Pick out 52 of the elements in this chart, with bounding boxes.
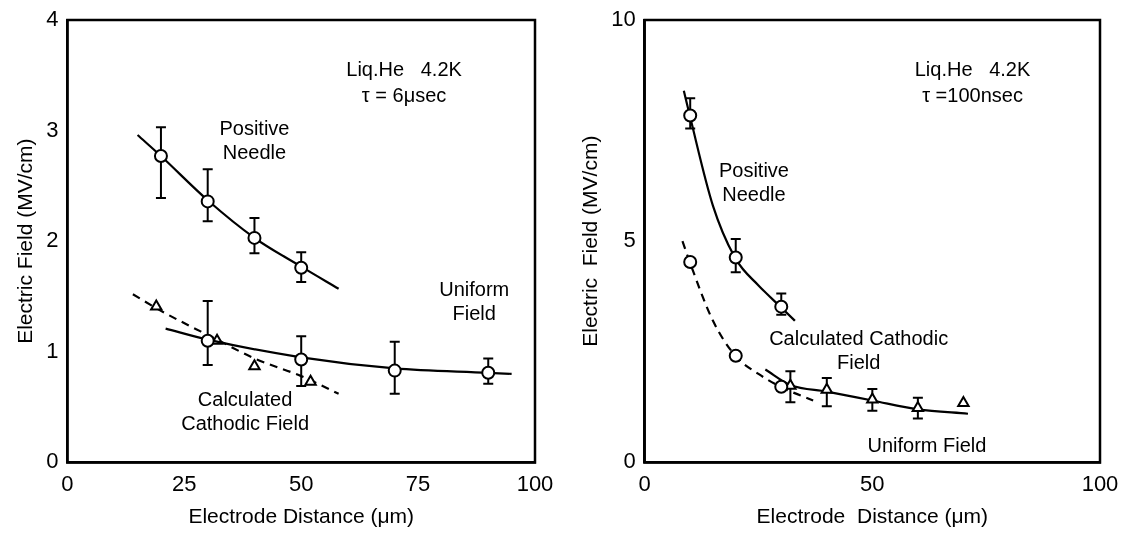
y-tick-label: 0: [46, 448, 59, 474]
point: [774, 299, 789, 314]
point: [481, 365, 496, 380]
y-tick-label: 4: [46, 6, 59, 32]
point: [728, 250, 743, 265]
point: [957, 396, 970, 408]
text: Positive Needle: [718, 159, 789, 206]
annotation: Liq.He 4.2K: [914, 57, 1031, 80]
point: [683, 254, 698, 269]
point: [153, 149, 168, 164]
point: [820, 382, 833, 394]
annotation: Liq.He 4.2K: [346, 57, 463, 80]
x-tick-label: 25: [172, 470, 197, 496]
annotation: τ =100nsec: [922, 83, 1023, 106]
point: [294, 260, 309, 275]
annotation: τ = 6μsec: [361, 83, 447, 106]
line-series: [136, 133, 340, 290]
y-tick-label: 5: [623, 227, 636, 253]
x-axis-title: Electrode Distance (μm): [188, 504, 415, 528]
point: [294, 352, 309, 367]
point: [200, 333, 215, 348]
series-label: Positive Needle: [219, 117, 290, 164]
series-label: Uniform Field: [867, 434, 987, 457]
point: [200, 194, 215, 209]
text: Uniform Field: [439, 277, 510, 324]
series-label: Calculated Cathodic Field: [769, 327, 949, 374]
y-tick-label: 10: [611, 6, 636, 32]
x-tick-label: 100: [1081, 470, 1119, 496]
x-tick-label: 75: [405, 470, 431, 496]
point: [387, 363, 402, 378]
line-series: [682, 89, 797, 322]
point: [728, 348, 743, 363]
point: [150, 299, 163, 311]
y-tick-label: 3: [46, 116, 59, 142]
y-axis-title: Electric Field (MV/cm): [578, 135, 602, 347]
point: [304, 374, 317, 386]
x-tick-label: 50: [860, 470, 885, 496]
point: [247, 230, 262, 245]
point: [683, 108, 698, 123]
y-tick-label: 2: [46, 227, 59, 253]
point: [866, 392, 879, 404]
series-label: Calculated Cathodic Field: [181, 388, 310, 435]
line-series: [764, 368, 970, 415]
x-axis-title: Electrode Distance (μm): [756, 504, 989, 528]
y-tick-label: 0: [623, 448, 636, 474]
x-tick-label: 50: [288, 470, 314, 496]
y-tick-label: 1: [46, 337, 59, 363]
y-axis-title: Electric Field (MV/cm): [13, 138, 37, 344]
point: [911, 400, 925, 412]
point: [248, 359, 261, 371]
point: [774, 379, 789, 394]
x-tick-label: 100: [516, 470, 554, 496]
